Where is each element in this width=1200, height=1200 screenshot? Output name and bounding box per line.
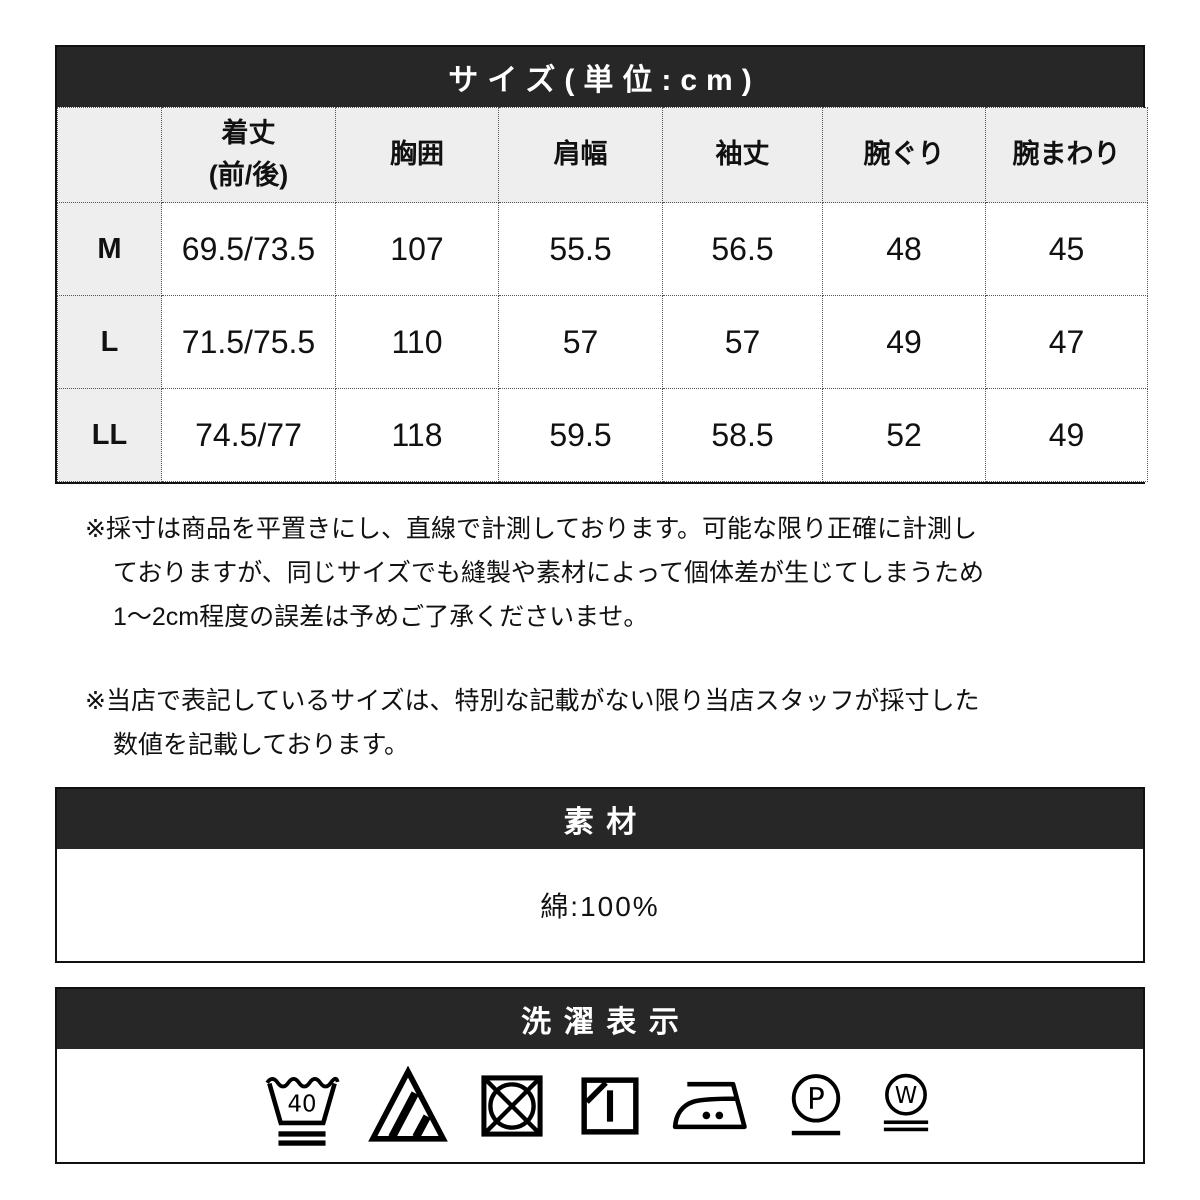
col-header-length: 着丈 (前/後) <box>161 107 336 203</box>
dry-clean-p-gentle-icon: P <box>791 1073 841 1135</box>
size-row-label: LL <box>57 388 162 482</box>
size-cell: 48 <box>822 202 986 296</box>
col-header-length-line2: (前/後) <box>208 160 289 190</box>
size-cell: 49 <box>822 295 986 389</box>
size-cell: 57 <box>662 295 823 389</box>
material-section: 素材 綿:100% <box>55 787 1145 963</box>
laundry-title: 洗濯表示 <box>521 1006 692 1039</box>
wash-temp-label: 40 <box>288 1092 317 1118</box>
line-dry-in-shade-icon <box>581 1076 639 1135</box>
size-cell: 52 <box>822 388 986 482</box>
corner-cell <box>57 107 162 203</box>
size-cell: 74.5/77 <box>161 388 336 482</box>
do-not-tumble-dry-icon <box>481 1074 543 1137</box>
col-header-length-line1: 着丈 <box>221 118 276 149</box>
size-cell: 58.5 <box>662 388 823 482</box>
size-cell: 49 <box>985 388 1148 482</box>
laundry-title-bar: 洗濯表示 <box>57 989 1143 1049</box>
size-table-section: サイズ(単位:cm) 着丈 (前/後) 胸囲 肩幅 袖丈 腕ぐり 腕ま <box>55 45 1148 484</box>
material-value: 綿:100% <box>540 891 660 922</box>
col-header-arm: 腕まわり <box>985 107 1148 203</box>
note-line: ※採寸は商品を平置きにし、直線で計測しております。可能な限り正確に計測し <box>85 515 977 543</box>
size-cell: 57 <box>498 295 663 389</box>
size-table-header-row: 着丈 (前/後) 胸囲 肩幅 袖丈 腕ぐり 腕まわり <box>57 107 1148 203</box>
size-cell: 59.5 <box>498 388 663 482</box>
table-row-l: L 71.5/75.5 110 57 57 49 47 <box>57 295 1148 389</box>
wet-clean-w-very-gentle-icon: W <box>883 1073 929 1132</box>
size-chart-page: サイズ(単位:cm) 着丈 (前/後) 胸囲 肩幅 袖丈 腕ぐり 腕ま <box>55 45 1148 1164</box>
note-line: 1〜2cm程度の誤差は予めご了承くださいませ。 <box>113 603 649 631</box>
non-chlorine-bleach-icon <box>368 1065 448 1142</box>
note-line: ※当店で表記しているサイズは、特別な記載がない限り当店スタッフが採寸した <box>85 687 980 715</box>
size-table-title: サイズ(単位:cm) <box>448 64 761 97</box>
table-row-ll: LL 74.5/77 118 59.5 58.5 52 49 <box>57 388 1148 482</box>
size-cell: 47 <box>985 295 1148 389</box>
size-cell: 56.5 <box>662 202 823 296</box>
wet-clean-letter: W <box>895 1083 917 1109</box>
size-table: 着丈 (前/後) 胸囲 肩幅 袖丈 腕ぐり 腕まわり M 69.5/73.5 1… <box>57 107 1148 482</box>
size-row-label: L <box>57 295 162 389</box>
col-header-shoulder: 肩幅 <box>498 107 663 203</box>
size-row-label: M <box>57 202 162 296</box>
size-cell: 71.5/75.5 <box>161 295 336 389</box>
material-title: 素材 <box>563 806 649 839</box>
material-content: 綿:100% <box>57 849 1143 961</box>
size-cell: 69.5/73.5 <box>161 202 336 296</box>
size-table-title-bar: サイズ(単位:cm) <box>57 47 1143 107</box>
wash-40c-gentle-icon: 40 <box>265 1076 340 1146</box>
size-cell: 45 <box>985 202 1148 296</box>
col-header-armhole: 腕ぐり <box>822 107 986 203</box>
table-row-m: M 69.5/73.5 107 55.5 56.5 48 45 <box>57 202 1148 296</box>
col-header-sleeve: 袖丈 <box>662 107 823 203</box>
size-cell: 55.5 <box>498 202 663 296</box>
col-header-chest: 胸囲 <box>335 107 499 203</box>
measurement-note: ※採寸は商品を平置きにし、直線で計測しております。可能な限り正確に計測し ており… <box>85 507 1145 639</box>
material-title-bar: 素材 <box>57 789 1143 849</box>
note-line: 数値を記載しております。 <box>113 731 410 759</box>
iron-medium-icon <box>672 1081 747 1130</box>
note-line: ておりますが、同じサイズでも縫製や素材によって個体差が生じてしまうため <box>113 559 985 587</box>
laundry-section: 洗濯表示 40 <box>55 987 1145 1164</box>
dry-clean-letter: P <box>807 1081 825 1115</box>
size-cell: 107 <box>335 202 499 296</box>
size-cell: 118 <box>335 388 499 482</box>
size-cell: 110 <box>335 295 499 389</box>
laundry-icons-row: 40 <box>57 1049 1143 1162</box>
store-size-note: ※当店で表記しているサイズは、特別な記載がない限り当店スタッフが採寸した 数値を… <box>85 679 1145 767</box>
